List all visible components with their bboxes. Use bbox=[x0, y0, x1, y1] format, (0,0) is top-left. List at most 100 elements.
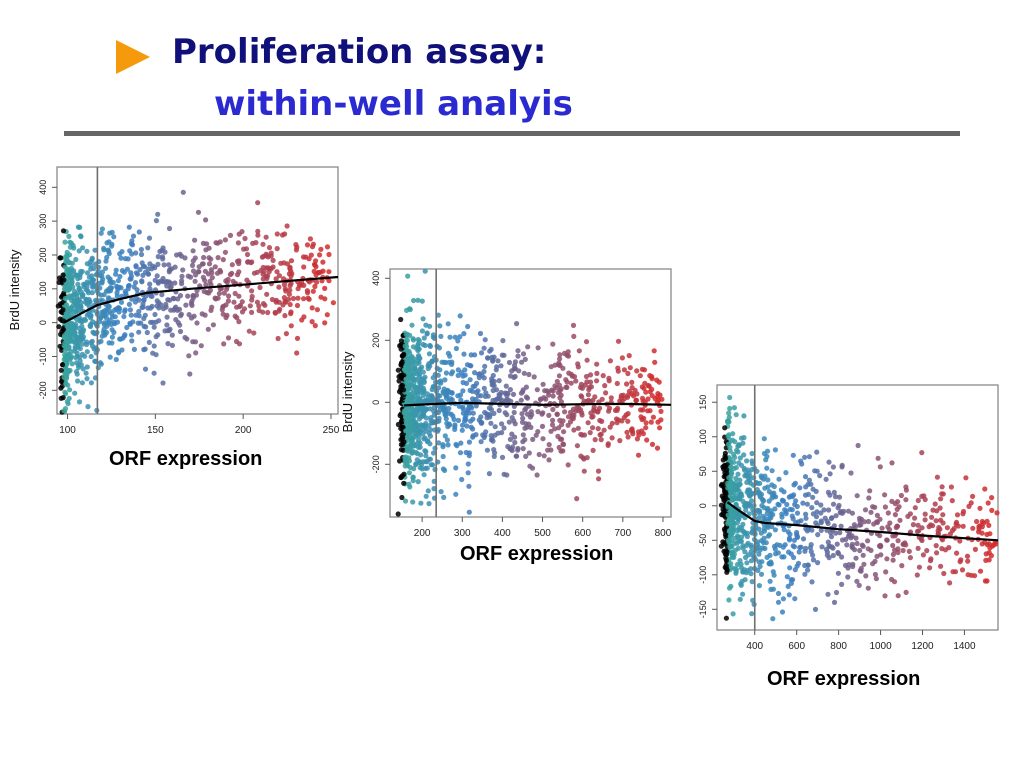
data-point bbox=[408, 424, 414, 430]
data-point bbox=[559, 436, 565, 442]
data-point bbox=[449, 369, 456, 375]
data-point bbox=[118, 299, 125, 305]
data-point bbox=[66, 272, 72, 278]
data-point bbox=[116, 284, 122, 290]
data-point bbox=[520, 415, 526, 421]
data-point bbox=[787, 531, 793, 538]
data-point bbox=[940, 512, 946, 518]
data-point bbox=[155, 211, 161, 217]
data-point bbox=[754, 468, 760, 474]
data-point bbox=[595, 408, 601, 414]
data-point bbox=[614, 380, 620, 387]
data-point bbox=[468, 418, 474, 424]
data-point bbox=[63, 381, 69, 387]
data-point bbox=[136, 229, 142, 235]
data-point bbox=[259, 254, 265, 260]
data-point bbox=[280, 276, 287, 282]
data-point bbox=[293, 242, 299, 248]
data-point bbox=[606, 408, 612, 414]
data-point bbox=[133, 270, 139, 276]
data-point bbox=[749, 466, 755, 473]
data-point bbox=[814, 449, 820, 455]
data-point bbox=[576, 348, 582, 354]
data-point bbox=[481, 434, 487, 441]
data-point bbox=[67, 387, 73, 393]
data-point bbox=[856, 582, 862, 589]
data-point bbox=[145, 245, 151, 251]
data-point bbox=[129, 296, 135, 302]
data-point bbox=[407, 306, 413, 313]
data-point bbox=[403, 418, 409, 424]
data-point bbox=[62, 347, 68, 353]
data-point bbox=[166, 269, 172, 275]
data-point bbox=[507, 387, 513, 393]
data-point bbox=[401, 471, 407, 477]
data-point bbox=[640, 431, 647, 437]
data-point bbox=[536, 451, 542, 458]
data-point bbox=[438, 333, 444, 339]
data-point bbox=[499, 421, 505, 427]
data-point bbox=[225, 276, 231, 283]
data-point bbox=[139, 279, 145, 285]
data-point bbox=[313, 272, 319, 278]
data-point bbox=[140, 263, 146, 269]
data-point bbox=[506, 419, 512, 425]
data-point bbox=[76, 399, 83, 405]
data-point bbox=[550, 393, 556, 399]
data-point bbox=[762, 485, 768, 491]
data-point bbox=[806, 454, 813, 460]
data-point bbox=[326, 269, 332, 275]
data-point bbox=[192, 255, 198, 261]
data-point bbox=[723, 615, 730, 621]
data-point bbox=[550, 406, 556, 413]
data-point bbox=[590, 425, 596, 431]
data-point bbox=[895, 549, 901, 556]
data-point bbox=[63, 313, 69, 319]
data-point bbox=[158, 302, 164, 308]
data-point bbox=[468, 352, 474, 358]
data-point bbox=[839, 554, 845, 560]
data-point bbox=[556, 362, 562, 368]
data-point bbox=[767, 561, 773, 567]
data-point bbox=[834, 541, 840, 547]
data-point bbox=[803, 484, 809, 490]
data-point bbox=[445, 321, 451, 327]
data-point bbox=[625, 434, 631, 440]
data-point bbox=[145, 305, 151, 311]
data-point bbox=[466, 453, 472, 459]
data-point bbox=[629, 379, 635, 385]
data-point bbox=[853, 535, 859, 541]
data-point bbox=[435, 312, 441, 318]
data-point bbox=[88, 380, 94, 386]
data-point bbox=[733, 412, 739, 418]
data-point bbox=[107, 278, 113, 284]
data-point bbox=[167, 297, 173, 303]
data-point bbox=[439, 403, 445, 409]
data-point bbox=[874, 512, 881, 519]
data-point bbox=[67, 260, 73, 266]
data-point bbox=[607, 358, 614, 364]
data-point bbox=[535, 429, 541, 435]
data-point bbox=[784, 574, 790, 580]
data-point bbox=[541, 453, 547, 459]
data-point bbox=[854, 493, 860, 499]
data-point bbox=[924, 548, 930, 554]
data-point bbox=[97, 315, 103, 321]
data-point bbox=[225, 298, 231, 304]
data-point bbox=[419, 364, 425, 370]
data-point bbox=[805, 562, 811, 568]
data-point bbox=[163, 279, 169, 285]
data-point bbox=[194, 320, 200, 326]
data-point bbox=[247, 303, 253, 309]
data-point bbox=[92, 247, 98, 253]
data-point bbox=[520, 432, 526, 438]
x-tick-label: 200 bbox=[414, 528, 431, 539]
data-point bbox=[56, 324, 62, 330]
data-point bbox=[206, 261, 213, 267]
data-point bbox=[625, 392, 631, 398]
data-point bbox=[734, 486, 740, 492]
data-point bbox=[424, 439, 430, 445]
data-point bbox=[570, 322, 577, 328]
data-point bbox=[401, 387, 407, 393]
data-point bbox=[426, 351, 432, 357]
